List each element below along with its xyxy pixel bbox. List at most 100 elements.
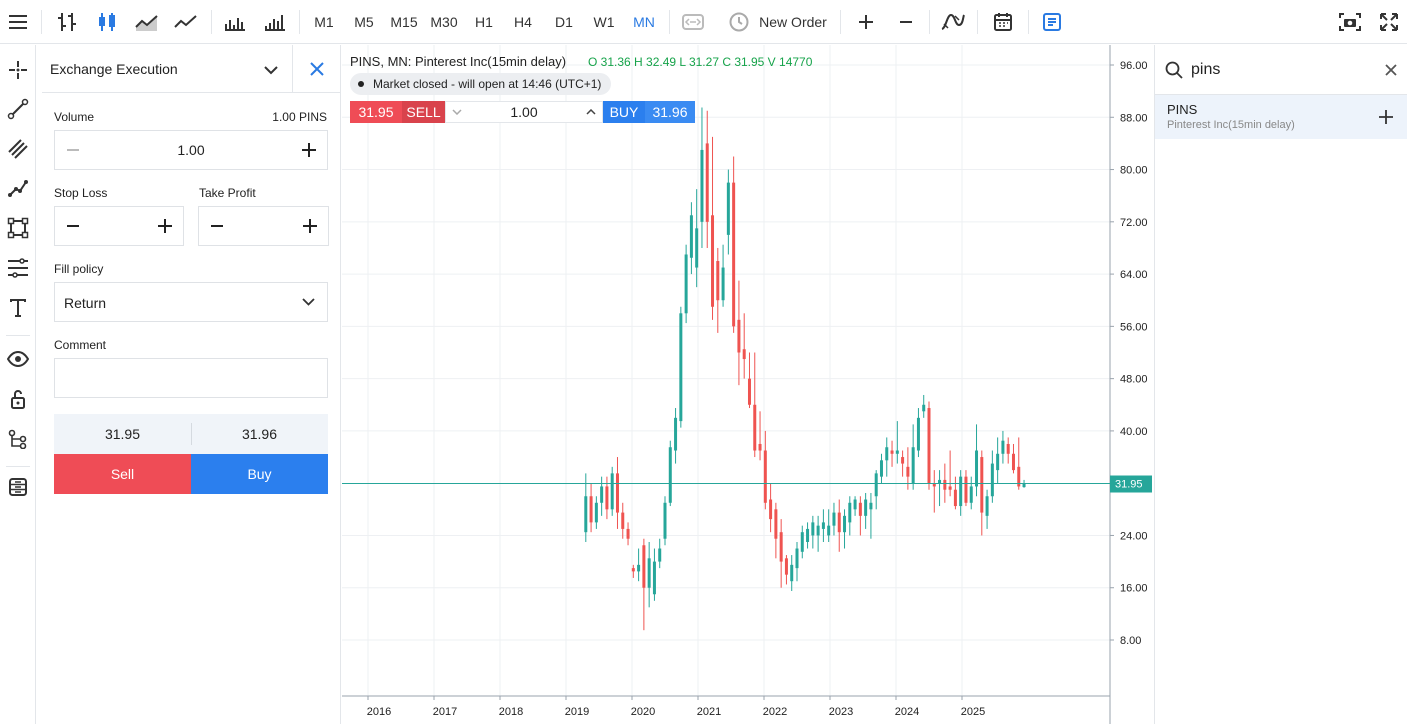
- timeframe-mn[interactable]: MN: [633, 14, 655, 30]
- candle-down: [605, 486, 609, 510]
- chevron-up-icon[interactable]: [580, 102, 602, 122]
- ask-price: 31.96: [241, 426, 278, 442]
- candle-up: [975, 450, 979, 487]
- minus-icon: [67, 225, 79, 227]
- candlestick-chart-type-icon[interactable]: [94, 0, 120, 44]
- candle-down: [642, 545, 646, 588]
- candle-up: [985, 496, 989, 516]
- candle-up: [864, 499, 868, 516]
- indicators-icon[interactable]: [940, 0, 966, 44]
- chevron-down-icon[interactable]: [446, 102, 468, 122]
- x-tick-label: 2016: [367, 706, 391, 718]
- stop-loss-input[interactable]: [91, 207, 147, 245]
- clear-search-button[interactable]: [1381, 60, 1401, 80]
- candle-up: [674, 417, 678, 451]
- candle-up: [1022, 483, 1026, 488]
- eye-icon[interactable]: [0, 342, 36, 376]
- stop-loss-label: Stop Loss: [54, 186, 108, 200]
- timeframe-m15[interactable]: M15: [390, 14, 418, 30]
- quick-sell-price-button[interactable]: 31.95: [350, 101, 402, 123]
- one-click-trading-icon[interactable]: [680, 0, 706, 44]
- y-tick-label: 64.00: [1120, 269, 1148, 281]
- candle-down: [626, 528, 630, 539]
- timeframe-h4[interactable]: H4: [514, 14, 532, 30]
- tick-volume-icon[interactable]: [262, 0, 288, 44]
- order-panel-toggle-icon[interactable]: [1039, 0, 1065, 44]
- candle-down: [837, 512, 841, 533]
- volume-input[interactable]: 1.00: [177, 142, 205, 158]
- candle-down: [769, 499, 773, 520]
- rectangle-icon[interactable]: [0, 211, 36, 245]
- screenshot-icon[interactable]: [1336, 0, 1364, 44]
- take-profit-stepper: [198, 206, 329, 246]
- candle-up: [990, 463, 994, 497]
- new-order-label: New Order: [759, 14, 827, 30]
- line-chart-type-icon[interactable]: [173, 0, 199, 44]
- lock-icon[interactable]: [0, 382, 36, 416]
- plus-icon: [1379, 110, 1393, 124]
- zoom-in-icon[interactable]: [853, 0, 879, 44]
- new-order-button[interactable]: New Order: [724, 0, 832, 44]
- quick-sell-button[interactable]: SELL: [402, 101, 445, 123]
- parallel-channel-icon[interactable]: [0, 132, 36, 166]
- candle-up: [848, 502, 852, 523]
- y-tick-label: 72.00: [1120, 217, 1148, 229]
- candle-up: [610, 473, 614, 510]
- candle-down: [1017, 466, 1021, 487]
- candle-up: [658, 548, 662, 562]
- volume-bars-icon[interactable]: [222, 0, 248, 44]
- current-price-badge: [1110, 475, 1152, 493]
- fibonacci-icon[interactable]: [0, 251, 36, 285]
- area-chart-type-icon[interactable]: [134, 0, 160, 44]
- take-profit-decrease-button[interactable]: [199, 207, 235, 245]
- fullscreen-icon[interactable]: [1376, 0, 1402, 44]
- zoom-out-icon[interactable]: [893, 0, 919, 44]
- execution-type-label[interactable]: Exchange Execution: [50, 61, 178, 77]
- take-profit-input[interactable]: [235, 207, 292, 245]
- sell-button[interactable]: Sell: [54, 454, 191, 494]
- search-result-item[interactable]: PINS Pinterest Inc(15min delay): [1155, 95, 1407, 139]
- candle-up: [584, 496, 588, 533]
- candle-down: [716, 261, 720, 301]
- candle-up: [959, 476, 963, 507]
- quick-buy-button[interactable]: BUY: [603, 101, 645, 123]
- quick-volume-input[interactable]: 1.00: [510, 104, 538, 120]
- candle-down: [753, 404, 757, 451]
- stop-loss-decrease-button[interactable]: [55, 207, 91, 245]
- candle-down: [621, 512, 625, 529]
- price-chart[interactable]: 96.00 88.00 80.00 72.00 64.00 56.00 48.00 40.00…: [342, 45, 1153, 724]
- candle-down: [890, 450, 894, 454]
- chevron-down-icon[interactable]: [260, 59, 282, 81]
- menu-icon[interactable]: [4, 0, 32, 44]
- trend-line-icon[interactable]: [0, 92, 36, 126]
- take-profit-increase-button[interactable]: [292, 207, 328, 245]
- close-order-panel-button[interactable]: [292, 45, 341, 93]
- timeframe-m1[interactable]: M1: [314, 14, 334, 30]
- polyline-icon[interactable]: [0, 171, 36, 205]
- timeframe-d1[interactable]: D1: [555, 14, 573, 30]
- text-tool-icon[interactable]: [0, 291, 36, 325]
- timeframe-m30[interactable]: M30: [430, 14, 458, 30]
- plus-icon: [158, 219, 172, 233]
- bar-chart-type-icon[interactable]: [54, 0, 80, 44]
- search-input[interactable]: [1191, 59, 1371, 81]
- add-symbol-button[interactable]: [1375, 106, 1397, 128]
- fill-policy-select[interactable]: Return: [54, 282, 328, 322]
- object-tree-icon[interactable]: [0, 422, 36, 456]
- candle-up: [679, 313, 683, 422]
- crosshair-icon[interactable]: [0, 53, 36, 87]
- quick-buy-price-button[interactable]: 31.96: [645, 101, 695, 123]
- stop-loss-increase-button[interactable]: [147, 207, 183, 245]
- timeframe-w1[interactable]: W1: [593, 14, 615, 30]
- candle-down: [943, 479, 947, 490]
- comment-input[interactable]: [54, 358, 328, 398]
- timeframe-h1[interactable]: H1: [475, 14, 493, 30]
- volume-increase-button[interactable]: [291, 131, 327, 169]
- chart-area[interactable]: 96.00 88.00 80.00 72.00 64.00 56.00 48.00 40.00…: [342, 45, 1153, 724]
- timeframe-m5[interactable]: M5: [354, 14, 374, 30]
- candle-up: [695, 228, 699, 268]
- database-icon[interactable]: [0, 470, 36, 504]
- volume-decrease-button[interactable]: [55, 131, 91, 169]
- buy-button[interactable]: Buy: [191, 454, 328, 494]
- calendar-icon[interactable]: [990, 0, 1016, 44]
